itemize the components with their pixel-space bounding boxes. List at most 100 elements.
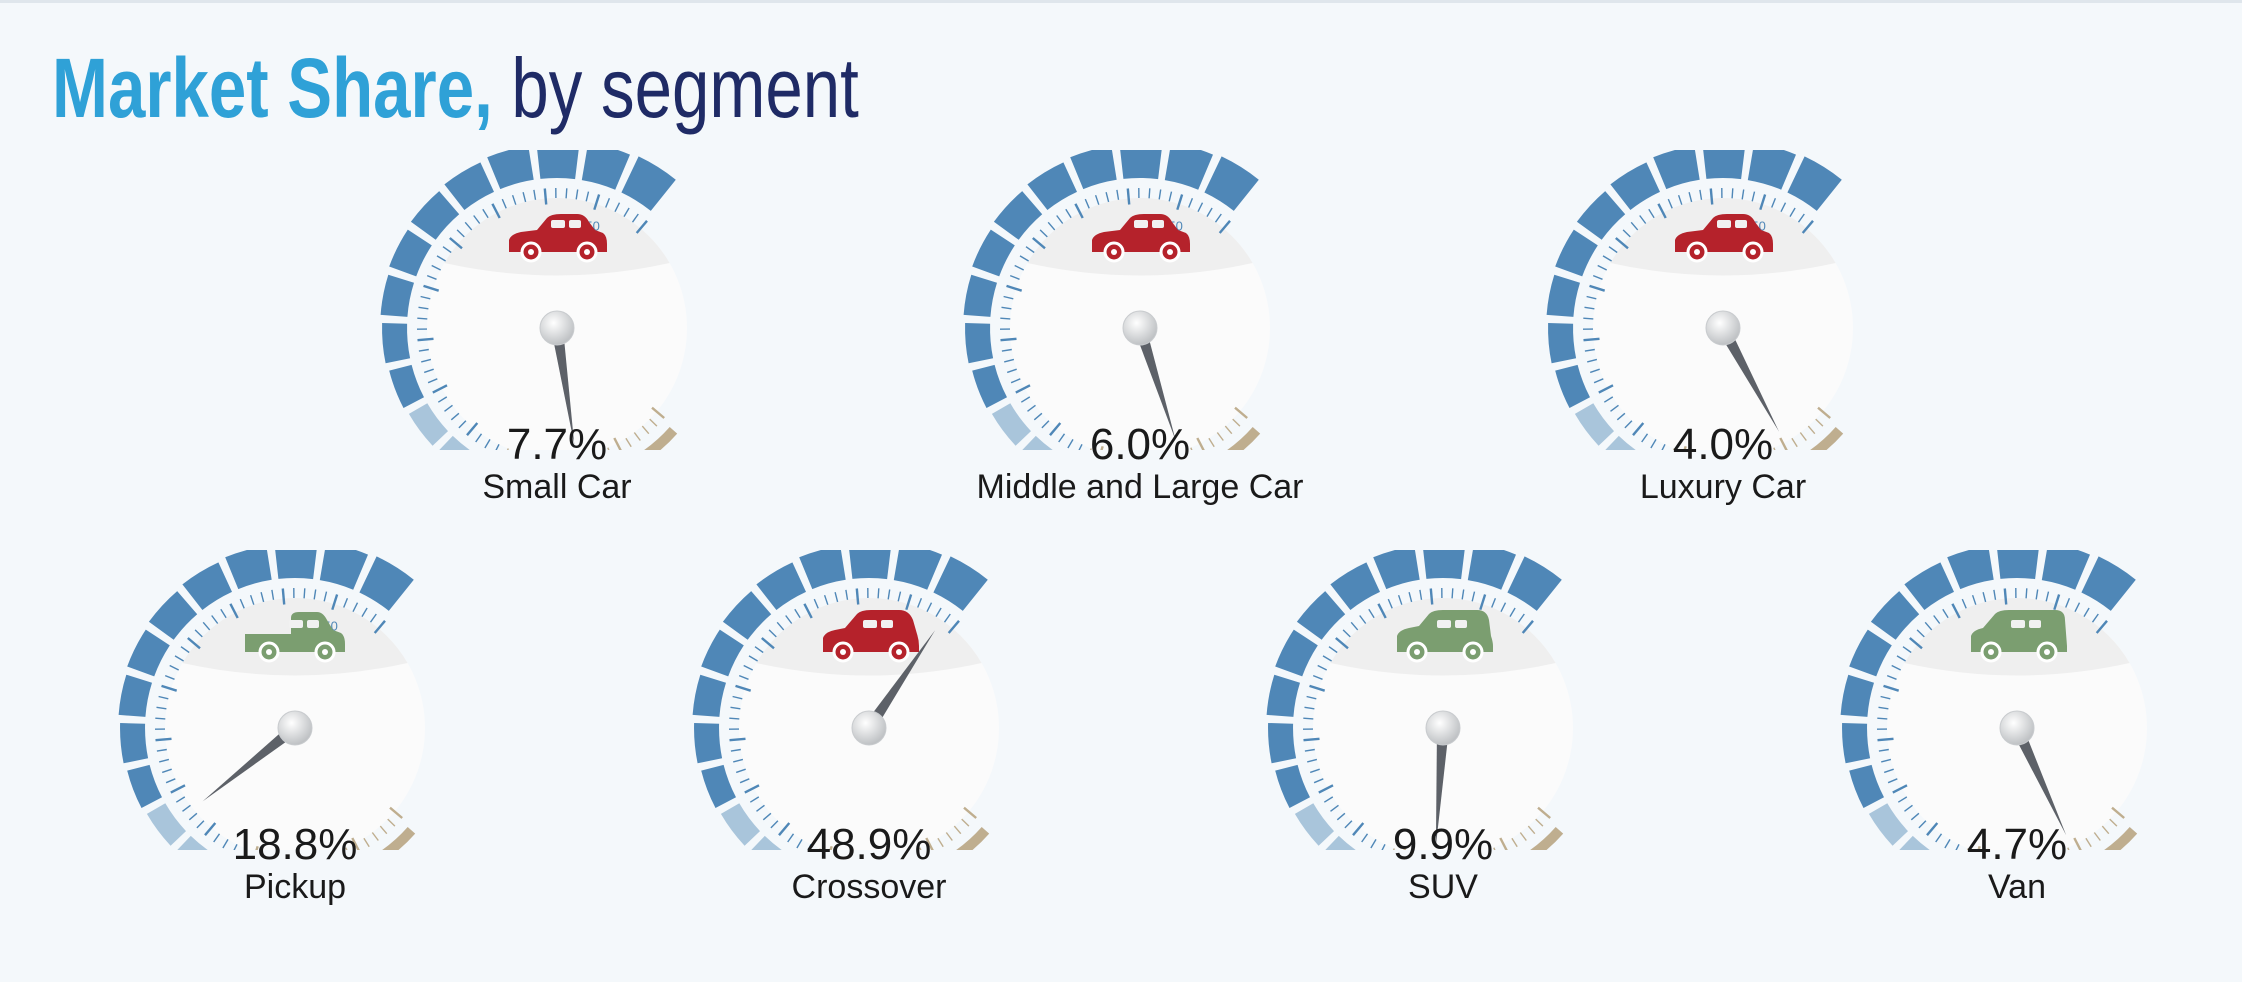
tick-mark (807, 843, 812, 850)
tick-mark (442, 246, 452, 254)
car-hub (1414, 649, 1420, 655)
tick-mark (1817, 406, 1831, 419)
gauge-dial: 50 (963, 150, 1270, 450)
tick-mark (1709, 188, 1714, 205)
tick-mark (593, 194, 601, 211)
tick-mark (1511, 837, 1518, 848)
tick-mark (1461, 589, 1465, 600)
tick-mark (1878, 706, 1889, 710)
tick-mark (2093, 832, 2101, 841)
ring-segment (1840, 674, 1874, 717)
tick-mark (1891, 664, 1902, 671)
gauge-needle (1717, 325, 1780, 432)
car-hub (1470, 649, 1476, 655)
ring-segment (621, 156, 676, 211)
tick-mark (423, 368, 434, 374)
tick-mark (1078, 443, 1083, 450)
gauge-label: SUV (1408, 868, 1478, 906)
tick-mark (220, 608, 227, 619)
tick-mark (1368, 608, 1375, 619)
tick-mark (1361, 833, 1369, 843)
tick-mark (1583, 317, 1594, 320)
gauge-label: Middle and Large Car (976, 468, 1304, 506)
tick-mark (1521, 620, 1534, 634)
car-body (1971, 610, 2067, 652)
tick-mark (1003, 295, 1014, 300)
ring-segment (1546, 274, 1580, 317)
tick-mark (1807, 425, 1816, 435)
tick-mark (943, 613, 951, 623)
tick-mark (1309, 684, 1326, 692)
ring-segment (581, 150, 630, 190)
gauge-label: Crossover (791, 868, 947, 906)
tick-mark (444, 404, 453, 412)
ring-segment (1787, 156, 1842, 211)
ring-segment (1268, 723, 1297, 764)
ring-segment (1330, 562, 1380, 610)
tick-mark (1381, 843, 1386, 850)
ring-segment (849, 550, 891, 580)
tick-mark (1780, 202, 1787, 213)
tick-mark (2025, 588, 2028, 599)
tick-mark (1751, 191, 1756, 202)
tick-mark (517, 445, 521, 450)
tick-mark (450, 412, 460, 421)
tick-mark (1657, 203, 1667, 219)
tick-mark (1306, 695, 1317, 700)
tick-mark (1006, 368, 1017, 374)
tick-mark (1001, 348, 1012, 352)
tick-mark (1471, 591, 1476, 602)
ring-segment (1373, 550, 1420, 590)
tick-mark (484, 439, 491, 449)
tick-mark (458, 420, 467, 429)
tick-mark (1323, 796, 1334, 803)
tick-mark (1877, 717, 1888, 720)
tick-mark (1586, 295, 1597, 300)
tick-mark (1883, 684, 1900, 692)
tick-mark (1190, 447, 1193, 450)
tick-mark (887, 589, 891, 600)
tick-mark (155, 737, 172, 742)
tick-mark (180, 646, 190, 654)
tick-mark (1116, 189, 1120, 200)
tick-mark (1027, 404, 1036, 412)
tick-mark (352, 602, 359, 613)
tick-mark (633, 432, 641, 441)
tick-mark (926, 602, 933, 613)
tick-mark (1168, 191, 1173, 202)
ring-segment (1849, 629, 1892, 677)
tick-mark (1041, 420, 1050, 429)
ring-segment (275, 550, 317, 580)
gauge-dial: 50 (1546, 150, 1853, 450)
gauge-needle (1435, 727, 1449, 846)
tick-mark (778, 822, 791, 836)
tick-mark (877, 588, 880, 599)
ring-segment (487, 150, 534, 190)
needle-hub (277, 710, 313, 746)
ring-segment (1266, 674, 1300, 717)
tick-mark (787, 833, 795, 843)
car-hub (1988, 649, 1994, 655)
tick-mark (1616, 412, 1626, 421)
tick-mark (1639, 215, 1647, 224)
tick-mark (1148, 188, 1151, 199)
tick-mark (1641, 433, 1649, 443)
tick-mark (1537, 806, 1551, 819)
sedan-icon (509, 214, 607, 263)
tick-mark (1615, 237, 1629, 250)
tick-mark (1312, 674, 1323, 680)
title-sub: by segment (511, 41, 859, 135)
ring-segment (380, 274, 414, 317)
tick-mark (1661, 443, 1666, 450)
tick-mark (1188, 197, 1194, 208)
tick-mark (2101, 825, 2110, 835)
tick-mark (749, 796, 760, 803)
tick-mark (1527, 825, 1536, 835)
tick-mark (1330, 804, 1339, 812)
ring-segment (1294, 803, 1334, 846)
tick-mark (182, 804, 191, 812)
tick-mark (1955, 843, 1960, 850)
tick-mark (1397, 594, 1403, 605)
ring-segment (692, 674, 726, 717)
tick-mark (1924, 621, 1933, 631)
